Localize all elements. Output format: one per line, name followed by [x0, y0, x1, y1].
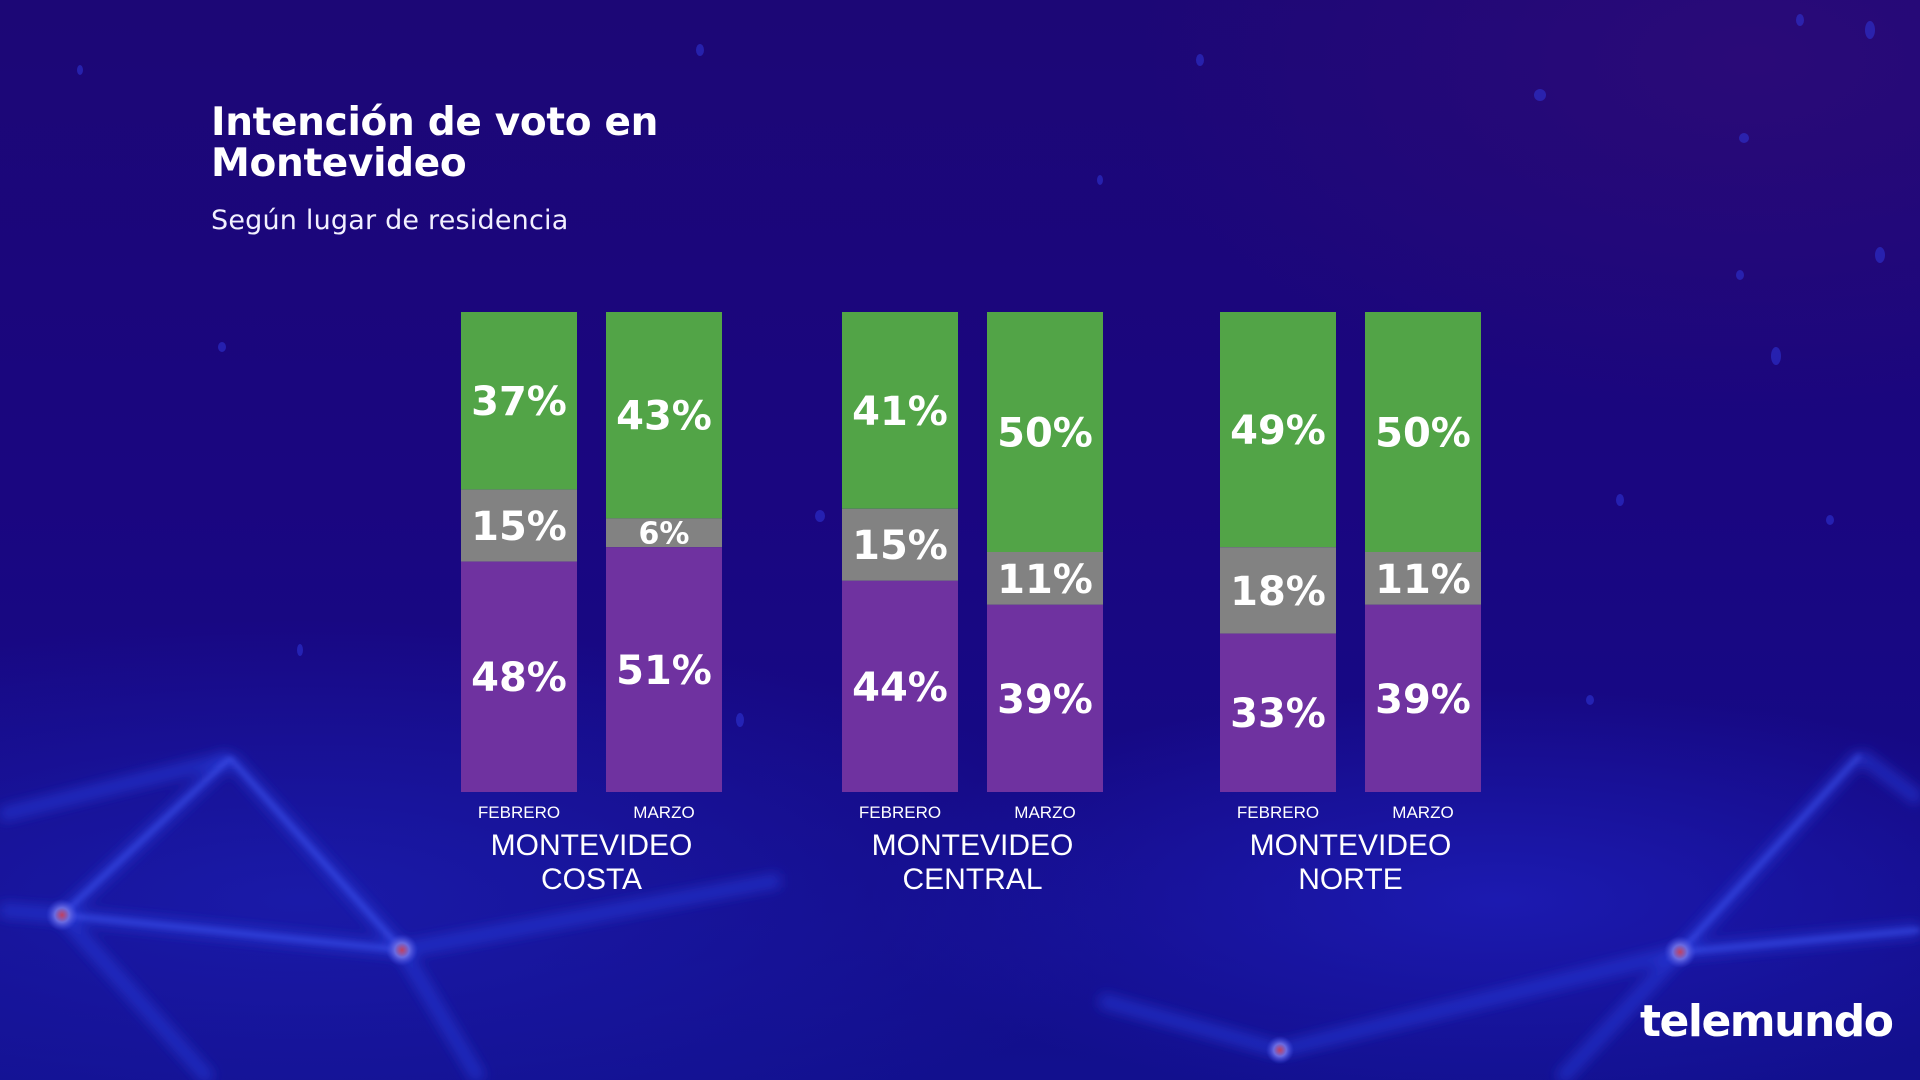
- bar-segment-gray: [987, 552, 1103, 605]
- bar-segment-gray: [461, 489, 577, 562]
- month-label: FEBRERO: [1237, 803, 1319, 822]
- bar-segment-purple: [606, 547, 722, 792]
- bar-segment-green: [461, 312, 577, 490]
- month-label: FEBRERO: [478, 803, 560, 822]
- bar-segment-gray: [1365, 552, 1481, 605]
- month-label: MARZO: [633, 803, 694, 822]
- bar-segment-purple: [987, 604, 1103, 792]
- bar-segment-gray: [606, 518, 722, 548]
- bar-value-label: 49%: [1230, 408, 1326, 454]
- bar-value-label: 50%: [997, 410, 1093, 456]
- bar-segment-gray: [842, 508, 958, 581]
- bar-value-label: 37%: [471, 379, 567, 425]
- telemundo-logo: telemundo: [1640, 996, 1894, 1047]
- month-label: FEBRERO: [859, 803, 941, 822]
- bar-value-label: 48%: [471, 655, 567, 701]
- group-label: NORTE: [1298, 863, 1402, 896]
- chart-subtitle: Según lugar de residencia: [211, 205, 569, 236]
- bar-value-label: 15%: [471, 504, 567, 550]
- group-label: COSTA: [541, 863, 642, 896]
- group-label: CENTRAL: [902, 863, 1042, 896]
- bar-segment-green: [842, 312, 958, 509]
- bar-value-label: 6%: [639, 517, 690, 552]
- bar-value-label: 51%: [616, 648, 712, 694]
- group-label: MONTEVIDEO: [491, 829, 693, 862]
- bar-segment-green: [1365, 312, 1481, 552]
- month-label: MARZO: [1392, 803, 1453, 822]
- bar-value-label: 18%: [1230, 569, 1326, 615]
- bar-value-label: 39%: [1375, 677, 1471, 723]
- bar-segment-purple: [1365, 604, 1481, 792]
- bar-segment-purple: [1220, 633, 1336, 792]
- bar-value-label: 41%: [852, 389, 948, 435]
- bar-value-label: 50%: [1375, 410, 1471, 456]
- group-label: MONTEVIDEO: [872, 829, 1074, 862]
- bar-value-label: 11%: [997, 557, 1093, 603]
- chart-title: Intención de voto en Montevideo: [211, 100, 659, 186]
- bar-segment-green: [1220, 312, 1336, 548]
- bar-value-label: 15%: [852, 523, 948, 569]
- bar-value-label: 43%: [616, 394, 712, 440]
- bar-segment-purple: [842, 580, 958, 792]
- month-label: MARZO: [1014, 803, 1075, 822]
- bar-segment-green: [606, 312, 722, 519]
- bar-value-label: 39%: [997, 677, 1093, 723]
- group-label: MONTEVIDEO: [1250, 829, 1452, 862]
- bar-segment-green: [987, 312, 1103, 552]
- bar-value-label: 33%: [1230, 691, 1326, 737]
- bar-segment-purple: [461, 561, 577, 792]
- bar-segment-gray: [1220, 547, 1336, 634]
- bar-value-label: 44%: [852, 665, 948, 711]
- bar-value-label: 11%: [1375, 557, 1471, 603]
